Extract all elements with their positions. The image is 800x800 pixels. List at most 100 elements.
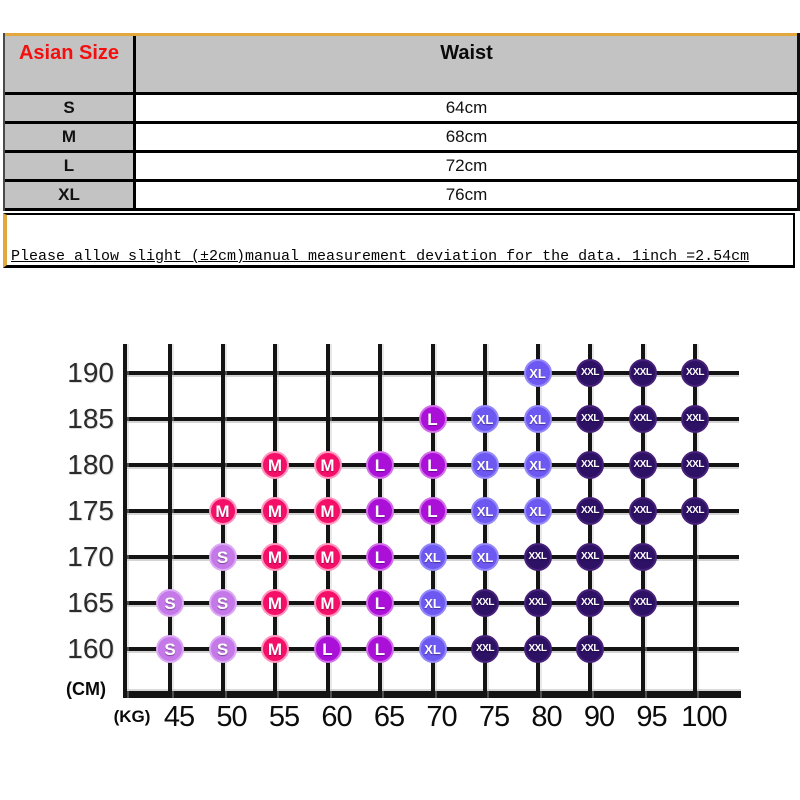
size-dot-label: XXL <box>633 505 652 516</box>
size-dot: XL <box>523 405 552 433</box>
size-dot: M <box>313 543 342 571</box>
y-axis-tick-label: 180 <box>67 449 114 480</box>
size-dot: XXL <box>471 589 499 617</box>
size-dot: XL <box>418 543 447 571</box>
size-dot-label: XXL <box>528 643 547 654</box>
size-dot-label: XXL <box>581 643 599 654</box>
size-dot: XXL <box>681 497 709 525</box>
size-dot-label: XL <box>476 503 494 519</box>
size-dot: XL <box>418 589 447 617</box>
size-dot: M <box>261 451 289 479</box>
size-dot: L <box>366 635 394 663</box>
size-dot-label: L <box>374 593 386 613</box>
size-dot-label: S <box>216 639 229 659</box>
size-dot: XXL <box>628 543 657 571</box>
size-dot: M <box>261 543 289 571</box>
size-dot: XXL <box>576 497 604 525</box>
size-dot-label: L <box>374 501 386 521</box>
waist-cell: 72cm <box>445 156 488 175</box>
size-dot-label: XL <box>529 365 546 381</box>
size-dot: XXL <box>628 405 657 433</box>
y-axis-tick-label: 190 <box>67 357 114 388</box>
size-dot-label: S <box>216 547 229 567</box>
size-dot: L <box>418 497 447 525</box>
size-dot-label: XXL <box>476 597 494 608</box>
x-axis-tick-label: 80 <box>531 701 562 733</box>
size-dot-label: XXL <box>581 459 599 470</box>
size-dot-label: XXL <box>633 367 652 378</box>
size-dot-label: L <box>374 639 386 659</box>
y-axis-tick-label: 170 <box>67 541 114 572</box>
size-dot-label: XXL <box>528 597 547 608</box>
size-dot: XL <box>418 635 447 663</box>
size-dot: L <box>313 635 342 663</box>
size-dot: XXL <box>523 543 552 571</box>
y-axis-tick-label: 175 <box>67 495 114 526</box>
x-axis-unit-label: (KG) <box>113 707 151 726</box>
size-dot: XXL <box>628 589 657 617</box>
size-dot-label: XL <box>529 411 546 427</box>
size-dot-label: XL <box>476 411 494 427</box>
size-table-row: L 72cm <box>5 153 797 182</box>
size-dot: S <box>208 589 237 617</box>
y-axis-tick-label: 160 <box>67 633 114 664</box>
x-axis-tick-label: 95 <box>636 701 667 733</box>
size-dot: L <box>366 497 394 525</box>
size-dot-label: M <box>267 501 283 521</box>
size-cell: M <box>5 124 136 150</box>
size-cell: S <box>5 95 136 121</box>
size-dot-label: L <box>374 547 386 567</box>
size-dot: S <box>156 635 184 663</box>
size-dot-label: M <box>215 501 230 521</box>
size-dot: XXL <box>681 359 709 387</box>
size-dot: M <box>313 497 342 525</box>
waist-cell: 64cm <box>445 98 488 117</box>
size-dot: XXL <box>576 543 604 571</box>
size-dot: M <box>261 589 289 617</box>
size-dot-label: S <box>164 593 176 613</box>
y-axis-line <box>123 344 127 698</box>
size-table-row: XL 76cm <box>5 182 797 211</box>
size-dot: L <box>366 451 394 479</box>
size-dot: L <box>418 405 447 433</box>
size-dot-label: M <box>320 547 335 567</box>
table-top-accent <box>5 33 797 36</box>
size-dot: XXL <box>628 451 657 479</box>
x-axis-tick-label: 50 <box>216 701 247 733</box>
size-dot: XL <box>471 451 499 479</box>
y-axis-tick-label: 165 <box>67 587 114 618</box>
grid-vertical-line <box>168 344 172 698</box>
size-dot-label: L <box>322 639 333 659</box>
x-axis-tick-label: 60 <box>321 701 352 733</box>
size-dot: XXL <box>681 405 709 433</box>
size-dot: S <box>208 635 237 663</box>
size-dot-label: XXL <box>686 367 704 378</box>
size-dot: XL <box>523 359 552 387</box>
size-dot-label: M <box>267 547 283 567</box>
size-dot: M <box>261 635 289 663</box>
size-dot-label: S <box>216 593 229 613</box>
size-table-row: S 64cm <box>5 95 797 124</box>
measurement-note-box: Please allow slight (±2cm)manual measure… <box>3 213 795 268</box>
size-dot: M <box>208 497 237 525</box>
size-table-header-size: Asian Size <box>5 36 136 92</box>
size-dot-label: M <box>320 455 335 475</box>
size-dot-label: XXL <box>581 597 599 608</box>
x-axis-tick-label: 100 <box>681 701 727 733</box>
x-axis-tick-label: 70 <box>426 701 457 733</box>
y-axis-tick-label: 185 <box>67 403 114 434</box>
size-dot-label: XXL <box>633 413 652 424</box>
size-dot: XL <box>471 497 499 525</box>
size-dot-label: XXL <box>581 413 599 424</box>
size-dot-label: XXL <box>581 551 599 562</box>
size-dot-label: XL <box>529 503 546 519</box>
size-dot: M <box>313 589 342 617</box>
size-dot: S <box>156 589 184 617</box>
size-dot-label: S <box>164 639 176 659</box>
size-dot: XXL <box>471 635 499 663</box>
y-axis-unit-label: (CM) <box>66 679 106 699</box>
size-dot: XL <box>523 497 552 525</box>
size-cell: L <box>5 153 136 179</box>
x-axis-tick-label: 90 <box>583 701 615 733</box>
